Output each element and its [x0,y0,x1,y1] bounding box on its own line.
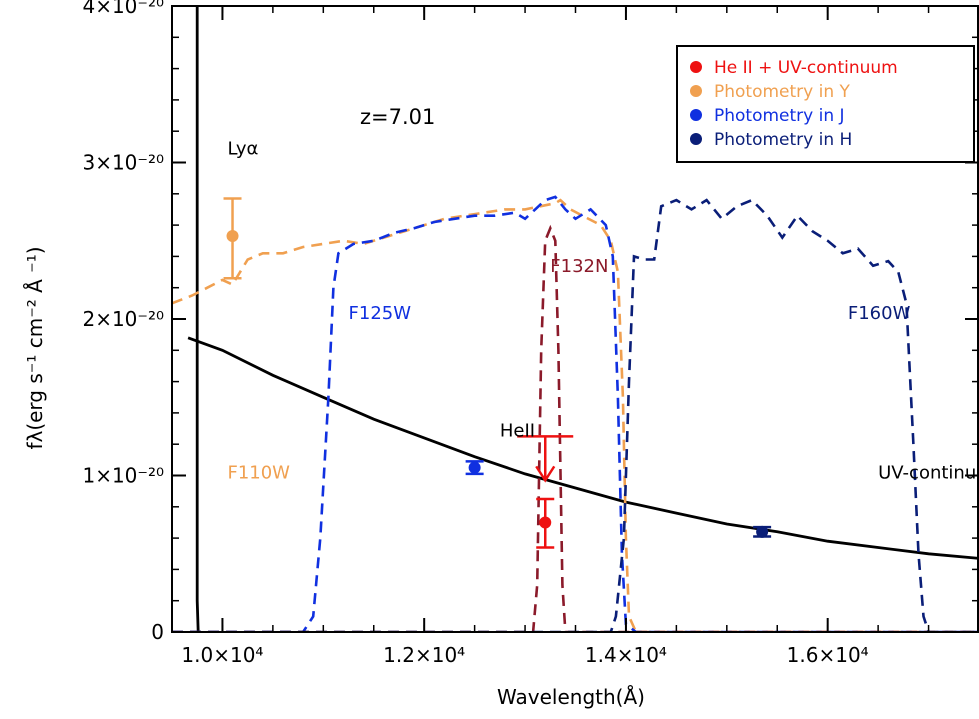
y-tick-label: 4×10⁻²⁰ [82,0,164,18]
y-tick-label: 0 [151,620,164,644]
annotation-f110w: F110W [227,463,290,484]
series-f132n [172,224,979,632]
legend-marker [690,61,702,73]
legend-label-he-ii-uv-continuum: He II + UV-continuum [714,58,898,78]
series-ly-break [195,6,200,632]
y-tick-label: 2×10⁻²⁰ [82,307,164,331]
redshift-label: z=7.01 [360,105,435,129]
legend: He II + UV-continuum Photometry in Y Photo… [676,45,975,163]
annotation-layer: Lyα F110W F125W F132N F160W HeII UV-continuum [227,139,979,484]
legend-label-photometry-in-y: Photometry in Y [714,82,851,102]
data-point [756,525,769,538]
data-point [539,516,552,529]
series-f110w [172,198,979,632]
legend-box [676,45,975,163]
x-tick-label: 1.2×10⁴ [383,643,465,667]
limit-arrow-icon [535,465,556,483]
legend-marker [690,133,702,145]
series-f125w [172,195,979,632]
x-axis-label: Wavelength(Å) [497,685,645,709]
point-photometry-in-y [223,197,242,280]
annotation-heii: HeII [500,420,535,441]
data-point [468,461,481,474]
ticks-layer: 1.0×10⁴ 1.2×10⁴ 1.4×10⁴ 1.6×10⁴ 0 1×10⁻²⁰ 2×10… [82,0,979,667]
annotation-f125w: F125W [349,303,412,324]
x-tick-label: 1.6×10⁴ [787,643,869,667]
legend-marker [690,85,702,97]
upper-limit-heii [517,435,574,483]
annotation-uv-continuum: UV-continuum [878,463,979,484]
x-tick-label: 1.0×10⁴ [181,643,263,667]
series-layer [172,6,979,632]
annotation-ly: Lyα [227,139,258,160]
legend-label-photometry-in-j: Photometry in J [714,106,845,126]
points-layer [223,197,772,549]
annotation-f160w: F160W [848,303,911,324]
legend-marker [690,109,702,121]
y-axis-label: fλ(erg s⁻¹ cm⁻² Å ⁻¹) [23,246,47,449]
series-f160w [172,198,979,632]
y-tick-label: 1×10⁻²⁰ [82,464,164,488]
series-uv-continuum [187,336,979,560]
point-he-ii-uv-continuum [536,497,555,549]
annotation-f132n: F132N [550,256,608,277]
legend-label-photometry-in-h: Photometry in H [714,130,852,150]
point-photometry-in-h [753,525,772,538]
point-photometry-in-j [465,460,484,476]
y-tick-label: 3×10⁻²⁰ [82,151,164,175]
data-point [226,230,239,243]
x-tick-label: 1.4×10⁴ [585,643,667,667]
